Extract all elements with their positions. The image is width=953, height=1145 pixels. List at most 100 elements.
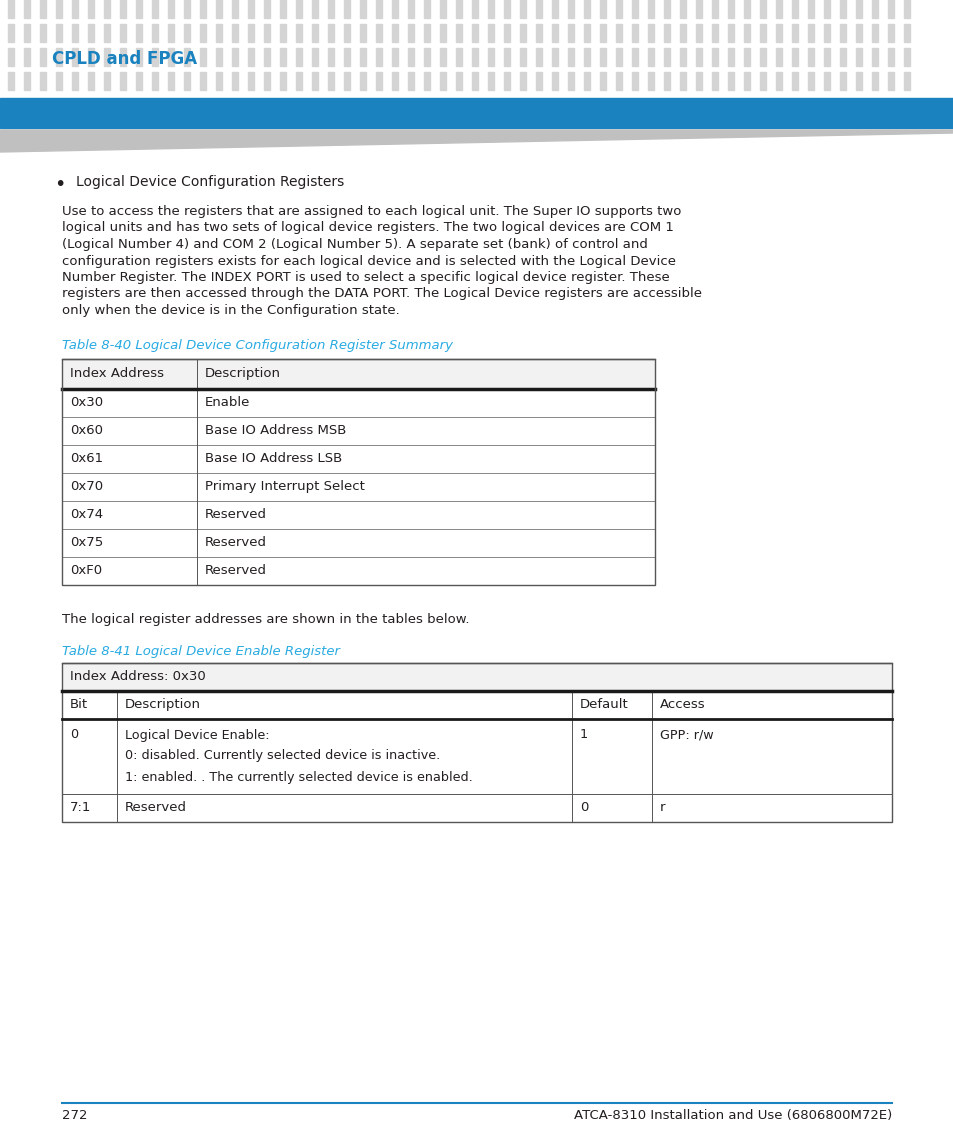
Bar xyxy=(903,0,909,18)
Bar xyxy=(599,48,605,66)
Text: GPP: r/w: GPP: r/w xyxy=(659,728,713,742)
Bar xyxy=(760,72,765,90)
Bar xyxy=(200,0,206,18)
Bar xyxy=(248,72,253,90)
Bar xyxy=(663,0,669,18)
Text: 0xF0: 0xF0 xyxy=(70,564,102,577)
Bar xyxy=(552,24,558,42)
Bar xyxy=(312,72,317,90)
Bar xyxy=(280,48,286,66)
Bar xyxy=(743,24,749,42)
Bar xyxy=(456,24,461,42)
Bar xyxy=(727,72,733,90)
Bar xyxy=(616,72,621,90)
Bar xyxy=(184,72,190,90)
Bar xyxy=(871,0,877,18)
Bar xyxy=(887,24,893,42)
Bar xyxy=(791,48,797,66)
Bar xyxy=(616,0,621,18)
Bar xyxy=(88,72,94,90)
Bar xyxy=(375,0,381,18)
Bar xyxy=(120,24,126,42)
Bar xyxy=(887,48,893,66)
Bar xyxy=(583,48,589,66)
Bar xyxy=(488,72,494,90)
Bar xyxy=(840,24,845,42)
Bar xyxy=(616,24,621,42)
Bar xyxy=(24,0,30,18)
Bar xyxy=(264,72,270,90)
Bar xyxy=(456,0,461,18)
Bar xyxy=(24,24,30,42)
Bar xyxy=(823,24,829,42)
Bar xyxy=(62,358,655,388)
Bar xyxy=(743,72,749,90)
Bar xyxy=(775,24,781,42)
Bar xyxy=(56,72,62,90)
Text: configuration registers exists for each logical device and is selected with the : configuration registers exists for each … xyxy=(62,254,676,268)
Bar xyxy=(775,72,781,90)
Text: Bit: Bit xyxy=(70,698,88,711)
Bar xyxy=(152,72,158,90)
Bar xyxy=(823,48,829,66)
Bar xyxy=(599,0,605,18)
Bar xyxy=(663,48,669,66)
Bar xyxy=(871,48,877,66)
Bar xyxy=(359,48,366,66)
Bar xyxy=(104,48,110,66)
Bar xyxy=(903,72,909,90)
Bar xyxy=(855,48,862,66)
Bar xyxy=(647,24,654,42)
Bar xyxy=(647,0,654,18)
Text: CPLD and FPGA: CPLD and FPGA xyxy=(52,50,197,68)
Bar xyxy=(631,48,638,66)
Bar xyxy=(696,24,701,42)
Bar xyxy=(328,0,334,18)
Bar xyxy=(62,358,655,584)
Bar xyxy=(152,0,158,18)
Bar xyxy=(536,72,541,90)
Text: (Logical Number 4) and COM 2 (Logical Number 5). A separate set (bank) of contro: (Logical Number 4) and COM 2 (Logical Nu… xyxy=(62,238,647,251)
Bar xyxy=(552,72,558,90)
Text: 0: disabled. Currently selected device is inactive.: 0: disabled. Currently selected device i… xyxy=(125,750,439,763)
Text: Description: Description xyxy=(205,368,281,380)
Text: 0x74: 0x74 xyxy=(70,508,103,521)
Bar xyxy=(248,24,253,42)
Bar xyxy=(679,0,685,18)
Bar xyxy=(344,48,350,66)
Bar xyxy=(807,48,813,66)
Bar xyxy=(567,72,574,90)
Bar xyxy=(696,0,701,18)
Bar xyxy=(215,24,222,42)
Text: logical units and has two sets of logical device registers. The two logical devi: logical units and has two sets of logica… xyxy=(62,221,673,235)
Bar xyxy=(472,72,477,90)
Bar xyxy=(488,0,494,18)
Bar xyxy=(136,0,142,18)
Bar xyxy=(408,0,414,18)
Text: Logical Device Configuration Registers: Logical Device Configuration Registers xyxy=(76,175,344,189)
Bar xyxy=(855,0,862,18)
Bar xyxy=(0,98,953,128)
Bar xyxy=(503,24,510,42)
Bar xyxy=(503,72,510,90)
Bar xyxy=(264,48,270,66)
Bar xyxy=(88,0,94,18)
Bar xyxy=(40,48,46,66)
Bar xyxy=(760,24,765,42)
Text: 1: 1 xyxy=(579,728,587,742)
Bar xyxy=(136,24,142,42)
Bar xyxy=(184,48,190,66)
Bar xyxy=(392,0,397,18)
Bar xyxy=(408,72,414,90)
Text: Enable: Enable xyxy=(205,396,250,409)
Bar xyxy=(503,48,510,66)
Bar xyxy=(280,0,286,18)
Bar xyxy=(840,0,845,18)
Bar xyxy=(264,24,270,42)
Bar xyxy=(8,48,14,66)
Text: Index Address: 0x30: Index Address: 0x30 xyxy=(70,670,206,684)
Bar xyxy=(519,48,525,66)
Text: 1: enabled. . The currently selected device is enabled.: 1: enabled. . The currently selected dev… xyxy=(125,771,473,783)
Bar xyxy=(184,0,190,18)
Text: Reserved: Reserved xyxy=(205,536,267,548)
